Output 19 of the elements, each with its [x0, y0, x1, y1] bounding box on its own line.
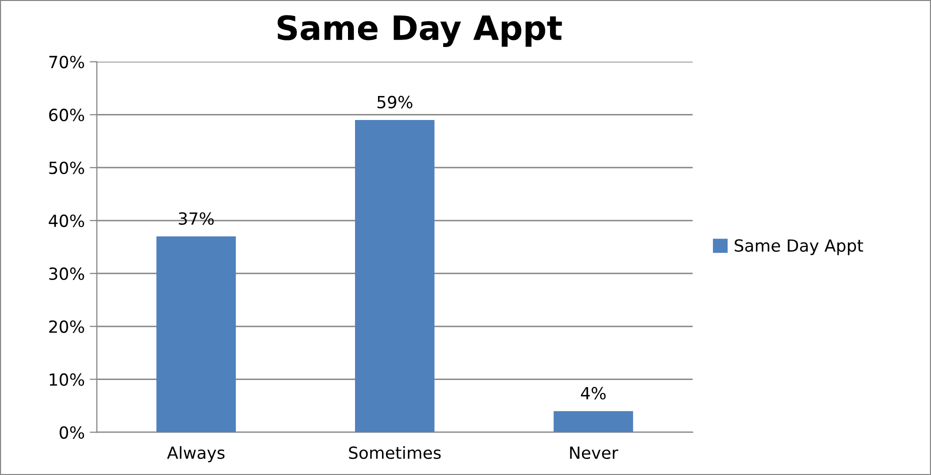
bar	[554, 411, 634, 432]
bar	[355, 120, 434, 432]
legend-label: Same Day Appt	[734, 239, 864, 256]
data-label: 4%	[580, 386, 606, 400]
y-tick-label: 0%	[60, 426, 84, 439]
y-tick-label: 60%	[49, 108, 84, 122]
x-tick-label: Never	[570, 446, 618, 460]
chart-title: Same Day Appt	[278, 15, 562, 48]
bar	[156, 236, 236, 432]
data-label: 59%	[378, 96, 412, 108]
y-tick-label: 20%	[49, 320, 84, 333]
y-tick-label: 30%	[49, 267, 84, 280]
y-tick-label: 10%	[50, 373, 84, 386]
y-tick-label: 50%	[49, 162, 84, 174]
x-tick-label: Sometimes	[349, 446, 441, 460]
x-tick-label: Always	[167, 446, 225, 462]
y-tick-label: 70%	[49, 56, 84, 68]
data-label: 37%	[178, 212, 214, 225]
y-tick-label: 40%	[48, 214, 84, 228]
